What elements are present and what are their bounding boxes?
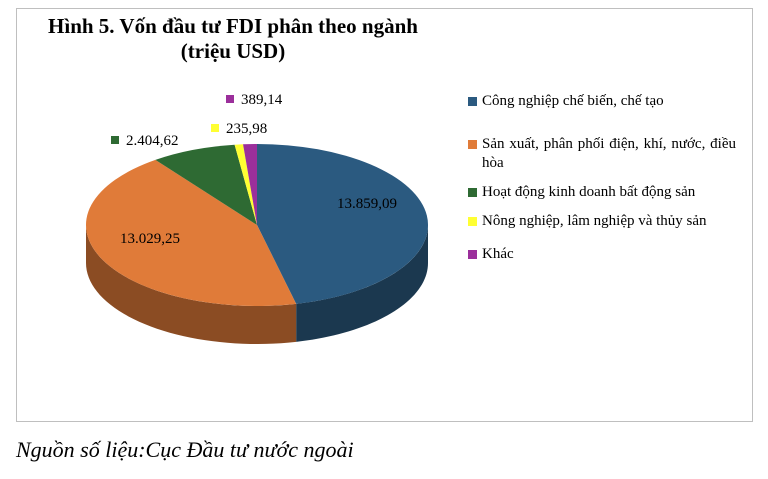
pie-slice-manufacturing: [257, 144, 429, 304]
legend-item-other: Khác: [466, 245, 736, 264]
legend-item-agriculture: Nông nghiệp, lâm nghiệp và thủy sản: [466, 212, 736, 231]
chart-title-main: Hình 5. Vốn đầu tư FDI phân theo ngành: [48, 14, 418, 38]
legend-swatch-other: [468, 250, 477, 259]
pie-slice-real-estate: [155, 144, 257, 225]
legend-swatch-electricity: [468, 140, 477, 149]
data-label-manufacturing: 13.859,09: [337, 196, 397, 212]
pie-slice-other: [243, 144, 257, 225]
legend-swatch-agriculture: [468, 217, 477, 226]
legend-label-other: Khác: [482, 246, 514, 262]
data-label-electricity: 13.029,25: [120, 231, 180, 247]
data-label-other: 389,14: [241, 92, 283, 108]
chart-title: Hình 5. Vốn đầu tư FDI phân theo ngành (…: [18, 14, 448, 64]
source-note: Nguồn số liệu:Cục Đầu tư nước ngoài: [16, 437, 354, 462]
legend-swatch-manufacturing: [468, 97, 477, 106]
data-label-marker-real-estate: [111, 136, 119, 144]
pie-slice-agriculture: [234, 144, 257, 225]
legend-label-agriculture: Nông nghiệp, lâm nghiệp và thủy sản: [482, 213, 707, 229]
data-label-agriculture: 235,98: [226, 121, 267, 137]
legend-item-electricity: Sản xuất, phân phối điện, khí, nước, điề…: [466, 135, 736, 173]
pie-side-electricity: [86, 225, 297, 344]
pie-side-manufacturing: [296, 225, 428, 342]
legend-label-manufacturing: Công nghiệp chế biến, chế tạo: [482, 93, 664, 109]
data-label-marker-other: [226, 95, 234, 103]
data-label-marker-agriculture: [211, 124, 219, 132]
legend-label-electricity: Sản xuất, phân phối điện, khí, nước, điề…: [482, 136, 736, 171]
legend-label-real-estate: Hoạt động kinh doanh bất động sản: [482, 184, 696, 200]
pie-slice-electricity: [85, 159, 297, 307]
chart-title-unit: (triệu USD): [180, 39, 286, 63]
chart-legend: Công nghiệp chế biến, chế tạo Sản xuất, …: [466, 92, 736, 264]
legend-swatch-real-estate: [468, 188, 477, 197]
legend-item-manufacturing: Công nghiệp chế biến, chế tạo: [466, 92, 736, 111]
legend-item-real-estate: Hoạt động kinh doanh bất động sản: [466, 183, 736, 202]
data-label-real-estate: 2.404,62: [126, 133, 179, 149]
